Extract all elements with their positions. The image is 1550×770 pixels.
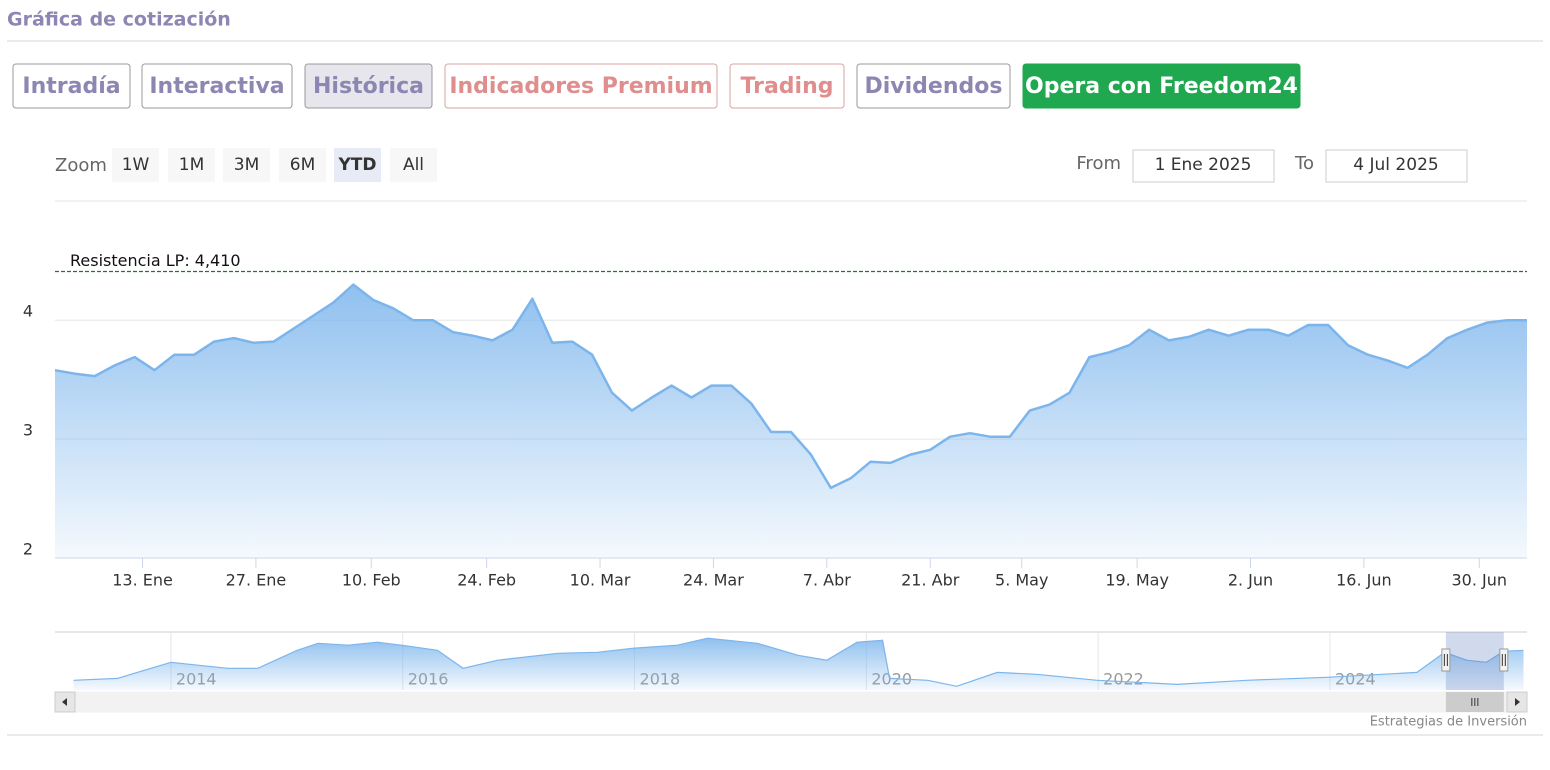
tab-button[interactable] xyxy=(304,63,433,109)
zoom-button-label: 1M xyxy=(179,155,204,175)
scrollbar-grip xyxy=(1471,698,1479,706)
from-label: From xyxy=(1076,153,1121,174)
x-tick-label: 13. Ene xyxy=(112,571,173,590)
zoom-button[interactable] xyxy=(334,148,381,182)
navigator-area xyxy=(73,638,1524,690)
handle-grip xyxy=(1443,654,1448,666)
tab-label: Opera con Freedom24 xyxy=(1025,74,1298,99)
x-tick-label: 27. Ene xyxy=(226,571,287,590)
to-label: To xyxy=(1294,153,1314,174)
tab-label: Trading xyxy=(741,74,834,99)
from-value: 1 Ene 2025 xyxy=(1155,155,1252,175)
y-tick-label: 3 xyxy=(23,421,33,440)
to-value: 4 Jul 2025 xyxy=(1353,155,1438,175)
tab-button[interactable] xyxy=(1022,63,1301,109)
x-tick-label: 30. Jun xyxy=(1451,571,1507,590)
zoom-label: Zoom xyxy=(55,155,107,176)
navigator-line xyxy=(73,637,1524,687)
from-input[interactable] xyxy=(1132,149,1275,183)
tab-label: Histórica xyxy=(313,74,424,99)
zoom-button[interactable] xyxy=(279,148,326,182)
zoom-button-label: YTD xyxy=(337,155,376,175)
tab-button[interactable] xyxy=(12,63,131,109)
x-tick-label: 10. Feb xyxy=(342,571,401,590)
tabs: Intradía Interactiva Histórica Indicadores … xyxy=(12,63,1301,109)
tab-label: Intradía xyxy=(22,74,120,99)
x-tick-label: 5. May xyxy=(995,571,1048,590)
price-line xyxy=(54,283,1527,490)
resistance-label: Resistencia LP: 4,410 xyxy=(70,251,241,270)
zoom-button-label: All xyxy=(403,155,424,175)
zoom-button[interactable] xyxy=(223,148,270,182)
tab-button[interactable] xyxy=(729,63,845,109)
chart: 2 3 4 13. Ene 27. Ene 10. Feb 24. Feb 10. Mar 24… xyxy=(23,251,1528,713)
zoom-button-label: 3M xyxy=(234,155,259,175)
zoom-button[interactable] xyxy=(168,148,215,182)
zoom-bar: Zoom From 1 Ene 2025 To 4 Jul 2025 1W 1M 3… xyxy=(55,148,1468,183)
x-tick-label: 2. Jun xyxy=(1228,571,1273,590)
tab-label: Indicadores Premium xyxy=(449,74,712,99)
y-tick-label: 2 xyxy=(23,540,33,559)
y-tick-label: 4 xyxy=(23,302,33,321)
x-tick-label: 24. Mar xyxy=(683,571,744,590)
x-tick-label: 10. Mar xyxy=(570,571,631,590)
credit: Estrategias de Inversión xyxy=(1370,715,1527,730)
scrollbar-track xyxy=(54,691,1528,713)
navigator-handle[interactable] xyxy=(1499,648,1509,672)
handle-grip xyxy=(1501,654,1506,666)
zoom-button-label: 6M xyxy=(290,155,315,175)
to-input[interactable] xyxy=(1325,149,1468,183)
zoom-button[interactable] xyxy=(390,148,437,182)
navigator-selection xyxy=(1445,632,1504,690)
tab-label: Interactiva xyxy=(149,74,284,99)
zoom-button[interactable] xyxy=(112,148,159,182)
arrow-right xyxy=(1515,698,1520,706)
tab-button[interactable] xyxy=(141,63,293,109)
x-tick-label: 21. Abr xyxy=(901,571,960,590)
x-tick-label: 19. May xyxy=(1105,571,1169,590)
navigator-handle[interactable] xyxy=(1441,648,1451,672)
x-tick-label: 7. Abr xyxy=(803,571,851,590)
tab-label: Dividendos xyxy=(865,74,1003,99)
area xyxy=(55,284,1527,558)
page-title: Gráfica de cotización xyxy=(7,9,231,31)
tab-button[interactable] xyxy=(856,63,1011,109)
arrow-left xyxy=(62,698,67,706)
x-tick-label: 24. Feb xyxy=(457,571,516,590)
x-tick-label: 16. Jun xyxy=(1336,571,1392,590)
zoom-button-label: 1W xyxy=(122,155,150,175)
tab-button[interactable] xyxy=(444,63,718,109)
